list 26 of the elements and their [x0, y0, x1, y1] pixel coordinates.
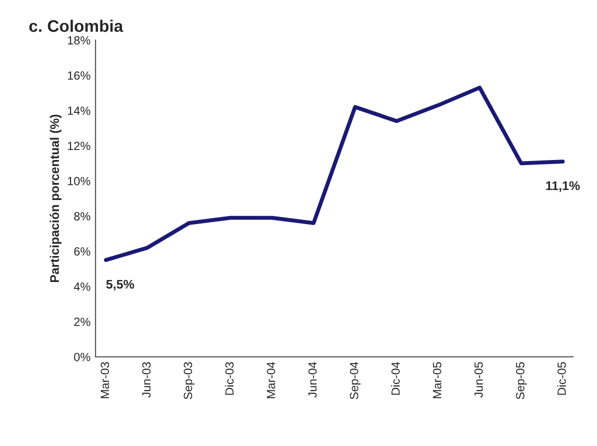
y-tick-label: 14%: [68, 106, 90, 115]
x-tick-label: Jun-03: [142, 362, 151, 398]
data-label: 11,1%: [546, 181, 580, 192]
y-tick-label: 6%: [74, 247, 90, 256]
x-tick-label: Mar-04: [266, 362, 276, 398]
y-axis-title: Participación porcentual (%): [50, 114, 62, 282]
x-tick-label: Sep-05: [516, 362, 527, 400]
x-tick-label: Mar-03: [100, 362, 110, 398]
y-tick-label: 4%: [74, 282, 90, 291]
y-tick-label: 8%: [74, 212, 90, 220]
x-tick-label: Dic-05: [557, 362, 566, 395]
x-tick-label: Jun-04: [308, 362, 317, 398]
y-tick-label: 16%: [68, 71, 90, 80]
x-tick-label: Sep-03: [184, 362, 194, 400]
x-tick-label: Mar-05: [432, 362, 442, 398]
x-tick-label: Dic-04: [391, 362, 400, 395]
y-tick-label: 12%: [68, 142, 90, 150]
chart-title: c. Colombia: [29, 20, 124, 32]
x-tick-label: Sep-04: [350, 362, 361, 400]
y-tick-label: 10%: [68, 176, 90, 186]
x-tick-label: Dic-03: [224, 362, 234, 395]
y-tick-label: 2%: [74, 318, 90, 326]
y-tick-label: 0%: [74, 352, 90, 362]
y-tick-label: 18%: [68, 36, 90, 45]
x-tick-label: Jun-05: [474, 362, 483, 398]
data-label: 5,5%: [106, 280, 134, 290]
